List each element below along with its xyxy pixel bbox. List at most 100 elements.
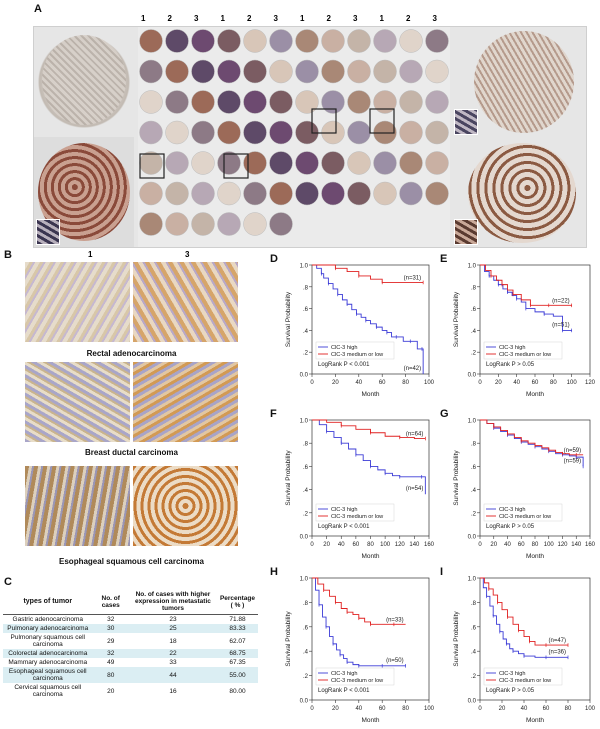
tma-core [425,120,449,145]
table-row: Colorectal adenocarcinoma 32 22 68.75 [3,649,258,658]
x-axis-label: Month [361,391,379,398]
tma-core [373,181,397,206]
table-cell: 16 [169,687,177,695]
y-tick-label: .4 [303,488,309,494]
panel-label-f: F [270,408,277,420]
table-cell: 20 [107,687,115,695]
tma-core [269,212,293,236]
y-tick-label: 1.0 [300,419,309,425]
table-cell: 29 [107,637,115,645]
y-tick-label: .2 [471,674,477,680]
tma-figure [33,26,587,248]
caption-esophageal: Esophageal squamous cell carcinoma [59,557,204,566]
tma-highlight-box [139,153,165,179]
ihc-esophageal-3 [133,466,238,546]
tma-core [269,29,293,53]
x-tick-label: 120 [557,542,568,548]
table-cell: Pulmonary squamous cell carcinoma [10,634,85,648]
series-n-label: (n=42) [404,366,422,372]
legend-box [315,667,395,686]
table-cell: 44 [128,667,217,683]
legend-box [483,667,563,686]
tma-core [139,181,163,206]
plot-frame [311,577,430,701]
legend-label: ClC-3 high [499,507,525,513]
tma-core [243,212,267,236]
series-n-label: (n=54) [406,486,424,492]
table-cell: 83.33 [216,624,258,633]
x-tick-label: 140 [571,542,582,548]
x-tick-label: 0 [310,380,314,386]
tma-core [269,181,293,206]
y-tick-label: .4 [471,329,477,335]
tma-core [217,151,241,175]
y-axis-label: Survival Probability [453,450,460,506]
logrank-annotation: LogRank P > 0.05 [486,524,535,530]
x-tick-label: 80 [402,706,409,712]
tma-core [373,151,397,175]
tma-column-number: 3 [273,14,278,23]
series-n-label: (n=64) [406,432,424,438]
tma-core [217,181,241,206]
x-tick-label: 40 [338,542,345,548]
tma-core-array [139,29,449,236]
x-tick-label: 40 [521,706,528,712]
series-line-high [312,264,424,374]
tma-column-number: 3 [194,14,199,23]
caption-rectal: Rectal adenocarcinoma [86,349,177,358]
y-tick-label: .4 [471,650,477,656]
x-tick-label: 20 [499,706,506,712]
x-axis-label: Month [361,553,379,560]
y-tick-label: 1.0 [300,264,309,270]
table-cell: 80.00 [229,687,246,695]
series-line-low [480,264,572,306]
y-tick-label: 1.0 [468,577,477,583]
ihc-breast-1 [25,362,130,442]
x-tick-label: 120 [585,380,596,386]
table-row: Cervical squamous cell carcinoma 20 16 80.0… [3,683,258,699]
tma-core [139,29,163,53]
legend-box [315,503,395,522]
series-n-label: (n=51) [552,322,570,328]
tma-core [191,59,215,84]
table-cell: 55.00 [216,667,258,683]
x-tick-label: 100 [424,380,435,386]
table-header-row: types of tumor No. of cases No. of cases… [3,589,258,615]
y-axis-label: Survival Probability [453,291,460,347]
tma-core [165,29,189,53]
tma-core [165,90,189,114]
table-cell: Mammary adenocarcinoma [8,659,88,666]
tma-core [139,90,163,114]
tma-column-number: 2 [167,14,172,23]
series-n-label: (n=22) [552,298,570,304]
tma-highlight-box [223,153,249,179]
x-tick-label: 80 [532,542,539,548]
y-axis-label: Survival Probability [285,611,292,667]
legend-label: ClC-3 high [331,671,357,677]
tma-core [217,29,241,53]
y-axis-label: Survival Probability [285,291,292,347]
y-axis-label: Survival Probability [285,450,292,506]
tma-core [217,59,241,84]
panel-label-d: D [270,253,278,265]
tma-core [165,120,189,145]
x-tick-label: 160 [585,542,596,548]
ihc-esophageal-1 [25,466,130,546]
tma-core [321,59,345,84]
tma-core [399,59,423,84]
panel-label-h: H [270,566,278,578]
panel-label-i: I [440,566,444,578]
y-tick-label: .8 [303,601,309,607]
tma-core [165,212,189,236]
table-cell: 18 [169,637,177,645]
tma-core [399,90,423,114]
th-cases: No. of cases [92,589,129,615]
tma-column-number: 2 [326,14,331,23]
x-tick-label: 20 [323,542,330,548]
panel-label-a: A [34,3,42,15]
x-tick-label: 0 [310,706,314,712]
tma-core-zoom-bottom-right [454,137,586,247]
tma-column-number: 2 [247,14,252,23]
series-n-label: (n=47) [548,638,566,644]
y-tick-label: 1.0 [300,577,309,583]
